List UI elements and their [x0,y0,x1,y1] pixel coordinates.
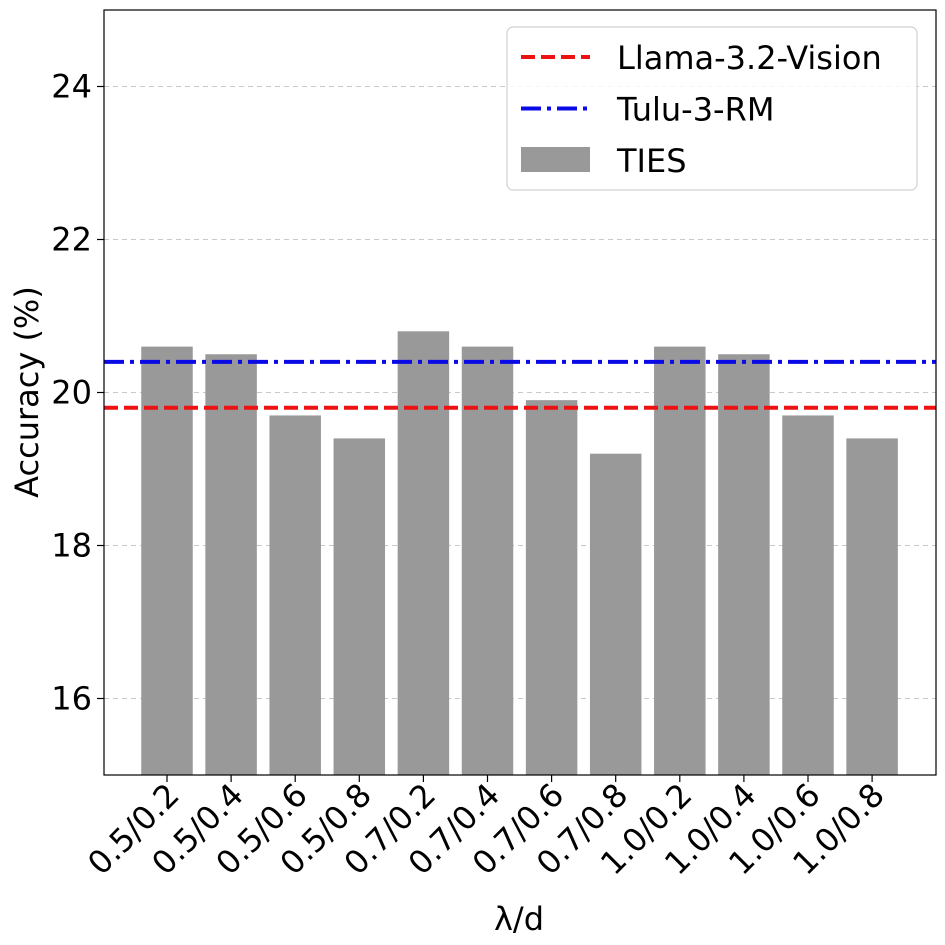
y-tick-label: 22 [51,221,92,259]
legend-label: Llama-3.2-Vision [617,39,882,77]
legend-label: Tulu-3-RM [616,91,774,129]
bar-0.7/0.4 [461,346,514,775]
y-axis: 16 18 20 22 24 [51,68,104,718]
y-axis-label: Accuracy (%) [8,286,46,498]
bar-layer [141,331,898,775]
y-tick-label: 16 [51,680,92,718]
reference-line-layer [104,359,936,410]
legend-swatch-TIES [521,147,590,172]
legend-label: TIES [616,142,687,180]
bar-0.5/0.2 [141,346,193,775]
y-tick-label: 20 [51,374,92,412]
legend: Llama-3.2-Vision Tulu-3-RM TIES [506,26,918,191]
y-tick-label: 18 [51,527,92,565]
bar-0.5/0.8 [333,438,386,775]
bar-1.0/0.8 [846,438,898,775]
bar-0.5/0.4 [205,354,257,775]
bar-1.0/0.6 [782,415,834,775]
x-axis: 0.5/0.20.5/0.40.5/0.60.5/0.80.7/0.20.7/0… [80,775,892,882]
bar-1.0/0.2 [654,346,706,775]
bar-0.7/0.2 [397,331,450,775]
bar-0.5/0.6 [269,415,321,775]
legend-box [506,26,918,191]
bar-0.7/0.6 [525,400,578,775]
bar-1.0/0.4 [718,354,770,775]
x-axis-label: λ/d [494,900,544,938]
bar-0.7/0.8 [589,453,642,775]
y-tick-label: 24 [51,68,92,106]
